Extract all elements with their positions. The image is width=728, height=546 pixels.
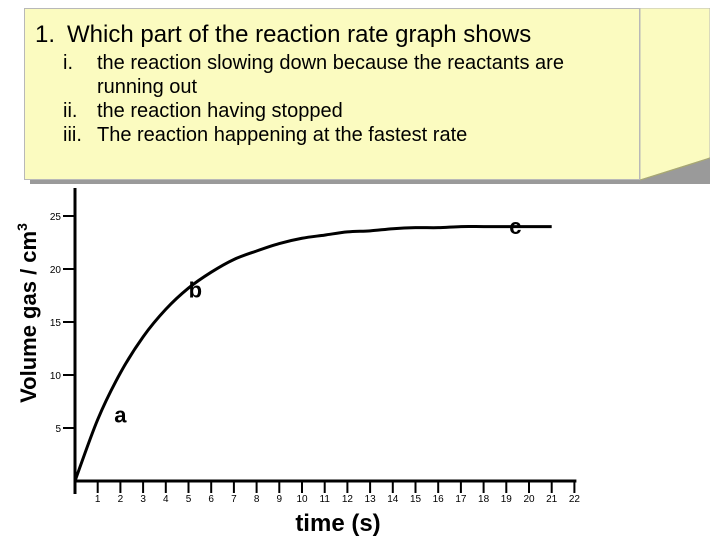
y-tick-label: 25 bbox=[50, 212, 62, 223]
x-tick-label: 15 bbox=[410, 494, 422, 505]
note-folded-corner bbox=[640, 8, 710, 181]
item-text: the reaction slowing down because the re… bbox=[97, 52, 564, 98]
annotation-label-b: b bbox=[189, 278, 202, 303]
x-tick-label: 12 bbox=[342, 494, 354, 505]
annotation-label-c: c bbox=[509, 214, 521, 239]
y-axis-label: Volume gas / cm3 bbox=[14, 223, 41, 403]
item-numeral: ii. bbox=[63, 100, 78, 122]
x-tick-label: 5 bbox=[186, 494, 192, 505]
x-tick-label: 8 bbox=[254, 494, 260, 505]
item-text: The reaction happening at the fastest ra… bbox=[97, 124, 468, 146]
x-tick-label: 17 bbox=[455, 494, 467, 505]
x-tick-label: 19 bbox=[501, 494, 513, 505]
x-tick-label: 1 bbox=[95, 494, 101, 505]
annotation-label-a: a bbox=[114, 403, 127, 428]
annotations: a b c bbox=[114, 214, 521, 428]
y-tick-label: 5 bbox=[55, 424, 61, 435]
x-axis-label: time (s) bbox=[295, 510, 380, 537]
x-tick-label: 13 bbox=[365, 494, 377, 505]
item-numeral: iii. bbox=[63, 124, 82, 146]
series-line bbox=[73, 225, 552, 482]
question-items: i. the reaction slowing down because the… bbox=[63, 51, 625, 147]
x-tick-label: 9 bbox=[277, 494, 283, 505]
question-item: ii. the reaction having stopped bbox=[63, 99, 625, 123]
y-ticks: 5 10 15 20 25 bbox=[50, 212, 75, 435]
x-tick-label: 10 bbox=[296, 494, 308, 505]
item-text: the reaction having stopped bbox=[97, 100, 343, 122]
x-tick-label: 7 bbox=[231, 494, 237, 505]
question-item: iii. The reaction happening at the faste… bbox=[63, 123, 625, 147]
y-tick-label: 10 bbox=[50, 371, 62, 382]
x-tick-label: 20 bbox=[523, 494, 535, 505]
x-ticks: 1 2 3 4 5 6 7 8 9 10 11 12 13 14 15 16 17 18 19 20 21 22 bbox=[95, 481, 580, 505]
x-tick-label: 16 bbox=[433, 494, 445, 505]
x-tick-label: 22 bbox=[569, 494, 581, 505]
x-tick-label: 2 bbox=[118, 494, 124, 505]
x-tick-label: 18 bbox=[478, 494, 490, 505]
question-text: Which part of the reaction rate graph sh… bbox=[67, 21, 532, 48]
x-tick-label: 14 bbox=[387, 494, 399, 505]
y-tick-label: 15 bbox=[50, 318, 62, 329]
x-tick-label: 11 bbox=[320, 494, 331, 505]
question-number: 1. bbox=[35, 21, 56, 48]
question-note: 1. Which part of the reaction rate graph … bbox=[24, 8, 640, 180]
question-prompt: 1. Which part of the reaction rate graph … bbox=[35, 21, 625, 49]
item-numeral: i. bbox=[63, 52, 73, 74]
x-tick-label: 6 bbox=[208, 494, 214, 505]
y-tick-label: 20 bbox=[50, 265, 62, 276]
question-item: i. the reaction slowing down because the… bbox=[63, 51, 625, 99]
x-tick-label: 21 bbox=[546, 494, 558, 505]
y-axis-label-superscript: 3 bbox=[14, 223, 30, 231]
x-tick-label: 3 bbox=[140, 494, 146, 505]
y-axis-label-text: Volume gas / cm bbox=[16, 231, 41, 403]
x-tick-label: 4 bbox=[163, 494, 169, 505]
